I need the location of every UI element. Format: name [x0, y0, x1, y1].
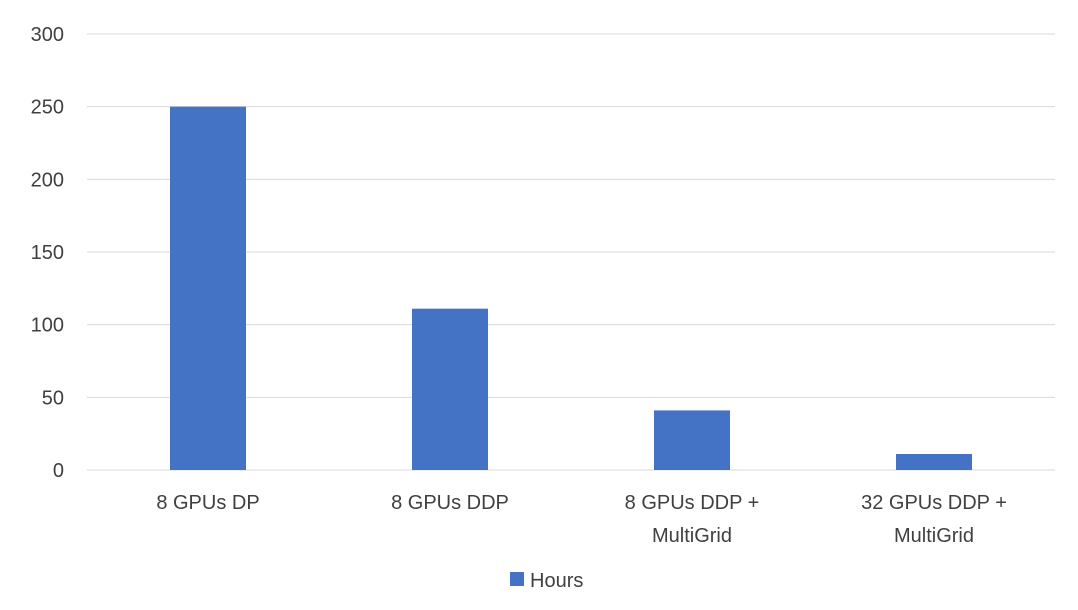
y-tick-label: 0	[53, 460, 64, 482]
y-tick-label: 50	[42, 387, 64, 409]
x-category-label-line: 8 GPUs DDP +	[625, 492, 760, 514]
x-category-label-line: 32 GPUs DDP +	[861, 492, 1007, 514]
x-category-label-line: 8 GPUs DDP	[391, 492, 509, 514]
y-tick-label: 200	[31, 169, 64, 191]
gridlines	[87, 33, 1055, 471]
x-category-label: 8 GPUs DDP + MultiGrid	[625, 492, 760, 547]
bar-hours	[896, 454, 972, 470]
x-category-label: 8 GPUs DDP	[391, 492, 509, 514]
y-tick-label: 300	[31, 24, 64, 46]
bar-hours	[170, 106, 246, 471]
x-category-label-line: MultiGrid	[652, 525, 732, 547]
bar-hours	[654, 410, 730, 470]
legend: Hours	[510, 570, 583, 592]
y-tick-label: 150	[31, 242, 64, 264]
legend-swatch-hours	[510, 572, 524, 586]
bars	[170, 106, 972, 471]
x-category-label-line: 8 GPUs DP	[156, 492, 259, 514]
x-category-label: 8 GPUs DP	[156, 492, 259, 514]
legend-label-hours: Hours	[530, 570, 583, 592]
y-tick-label: 250	[31, 97, 64, 119]
x-category-label: 32 GPUs DDP + MultiGrid	[861, 492, 1007, 547]
y-axis-tick-labels: 0 50 100 150 200 250 300	[31, 24, 64, 482]
x-axis-category-labels: 8 GPUs DP 8 GPUs DDP 8 GPUs DDP + MultiGrid…	[156, 492, 1007, 547]
y-tick-label: 100	[31, 315, 64, 337]
x-category-label-line: MultiGrid	[894, 525, 974, 547]
bar-hours	[412, 308, 488, 470]
